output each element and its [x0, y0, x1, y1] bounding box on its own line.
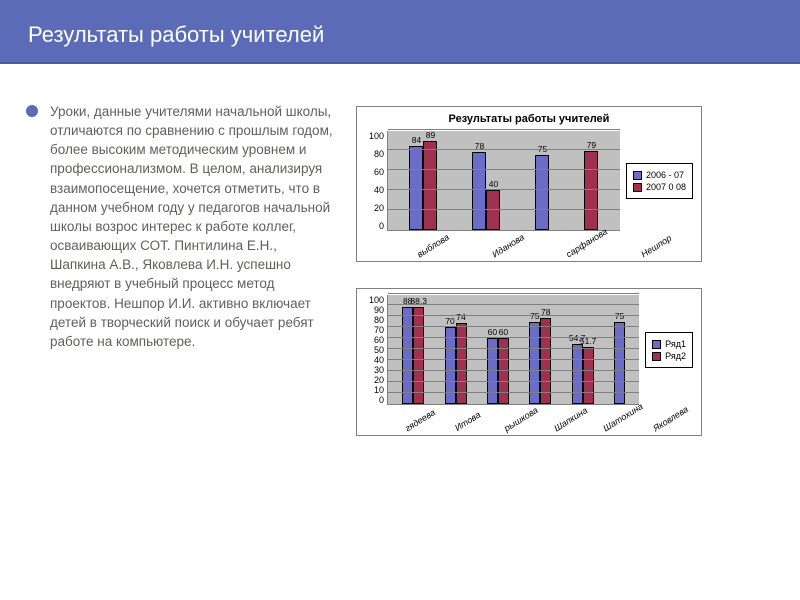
- bar: 88.3: [413, 307, 424, 404]
- gridline: [388, 189, 620, 190]
- x-category-label: Нешпор: [639, 235, 670, 259]
- bar: 89: [423, 141, 437, 230]
- legend-label: 2006 - 07: [646, 170, 684, 180]
- legend-item: Ряд1: [652, 339, 686, 349]
- gridline: [388, 370, 639, 371]
- bar: 51.7: [583, 347, 594, 404]
- bar: 40: [486, 190, 500, 230]
- bar-group: 7840: [472, 152, 500, 230]
- y-tick: 0: [365, 221, 384, 231]
- chart-2-plot: 8888.370746060757854.751.775: [387, 295, 639, 405]
- y-tick: 90: [365, 305, 384, 315]
- bar-value-label: 40: [489, 179, 498, 189]
- gridline: [388, 326, 639, 327]
- charts-column: Результаты работы учителей 020406080100 …: [356, 102, 774, 436]
- y-tick: 100: [365, 131, 384, 141]
- bar-group: 54.751.7: [572, 344, 594, 404]
- legend-swatch: [633, 183, 642, 192]
- y-tick: 20: [365, 203, 384, 213]
- y-tick: 70: [365, 325, 384, 335]
- x-category-label: сарфанова: [565, 235, 596, 259]
- x-category-label: Яковлева: [651, 409, 682, 433]
- y-tick: 60: [365, 167, 384, 177]
- legend-item: Ряд2: [652, 351, 686, 361]
- y-tick: 50: [365, 345, 384, 355]
- slide-title: Результаты работы учителей: [28, 22, 324, 47]
- y-tick: 20: [365, 375, 384, 385]
- chart-1-x-labels: выбловаИдановасарфановаНешпор: [387, 233, 693, 253]
- chart-2-legend: Ряд1 Ряд2: [645, 332, 693, 368]
- y-tick: 30: [365, 365, 384, 375]
- bar-value-label: 89: [426, 130, 435, 140]
- y-tick: 0: [365, 395, 384, 405]
- y-tick: 80: [365, 315, 384, 325]
- gridline: [388, 129, 620, 130]
- gridline: [388, 149, 620, 150]
- x-category-label: гядеева: [403, 409, 434, 433]
- bar: 84: [409, 146, 423, 230]
- y-tick: 40: [365, 355, 384, 365]
- x-category-label: Шатохина: [602, 409, 633, 433]
- chart-1-y-axis: 0 20 40 60 80 100: [365, 131, 387, 231]
- chart-1-bars: 848978407579: [388, 131, 620, 230]
- chart-2-x-labels: гядееваИтоварышковаШапкинаШатохинаЯковле…: [387, 407, 693, 427]
- chart-2: 0102030405060708090100 8888.370746060757…: [356, 288, 702, 436]
- bar: 88: [402, 307, 413, 404]
- gridline: [388, 381, 639, 382]
- y-tick: 10: [365, 385, 384, 395]
- gridline: [388, 315, 639, 316]
- bar-value-label: 70: [445, 316, 454, 326]
- chart-2-y-axis: 0102030405060708090100: [365, 295, 387, 405]
- body-paragraph: Уроки, данные учителями начальной школы,…: [50, 102, 336, 351]
- legend-swatch: [633, 171, 642, 180]
- x-category-label: выблова: [416, 235, 447, 259]
- bar-group: 75: [535, 155, 549, 230]
- x-category-label: Шапкина: [552, 409, 583, 433]
- bar: 79: [584, 151, 598, 230]
- legend-swatch: [652, 352, 661, 361]
- chart-1: Результаты работы учителей 020406080100 …: [356, 106, 702, 262]
- legend-label: Ряд2: [665, 351, 686, 361]
- gridline: [388, 337, 639, 338]
- bar: 75: [535, 155, 549, 230]
- legend-item: 2007 0 08: [633, 182, 686, 192]
- x-category-label: рышкова: [502, 409, 533, 433]
- bar-value-label: 60: [499, 327, 508, 337]
- text-column: Уроки, данные учителями начальной школы,…: [26, 102, 356, 436]
- slide-header: Результаты работы учителей: [0, 0, 800, 64]
- bar-group: 79: [584, 151, 598, 230]
- y-tick: 100: [365, 295, 384, 305]
- chart-1-title: Результаты работы учителей: [365, 113, 693, 125]
- legend-label: Ряд1: [665, 339, 686, 349]
- bar-value-label: 84: [412, 135, 421, 145]
- bar: 78: [472, 152, 486, 230]
- bar-group: 8888.3: [402, 307, 424, 404]
- y-tick: 80: [365, 149, 384, 159]
- slide-content: Уроки, данные учителями начальной школы,…: [0, 64, 800, 456]
- gridline: [388, 348, 639, 349]
- bar-value-label: 60: [488, 327, 497, 337]
- gridline: [388, 209, 620, 210]
- x-category-label: Итова: [453, 409, 484, 433]
- bullet-icon: [26, 105, 38, 117]
- chart-1-plot: 848978407579: [387, 131, 620, 231]
- gridline: [388, 392, 639, 393]
- gridline: [388, 169, 620, 170]
- x-category-label: Иданова: [490, 235, 521, 259]
- legend-swatch: [652, 340, 661, 349]
- bar: 54.7: [572, 344, 583, 404]
- legend-item: 2006 - 07: [633, 170, 686, 180]
- gridline: [388, 293, 639, 294]
- chart-2-bars: 8888.370746060757854.751.775: [388, 295, 639, 404]
- bar-value-label: 74: [456, 312, 465, 322]
- gridline: [388, 304, 639, 305]
- legend-label: 2007 0 08: [646, 182, 686, 192]
- bar-group: 8489: [409, 141, 437, 230]
- gridline: [388, 359, 639, 360]
- y-tick: 40: [365, 185, 384, 195]
- y-tick: 60: [365, 335, 384, 345]
- chart-1-legend: 2006 - 07 2007 0 08: [626, 163, 693, 199]
